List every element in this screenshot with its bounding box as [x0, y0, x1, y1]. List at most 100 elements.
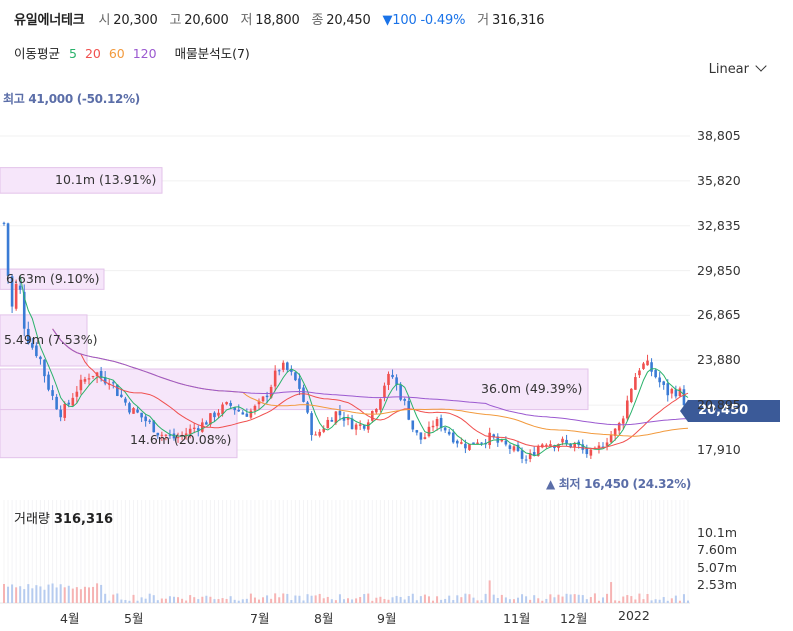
- volume-bar: [185, 600, 188, 603]
- volume-bar: [31, 588, 34, 603]
- volume-bar: [310, 595, 313, 603]
- volume-bar: [314, 595, 317, 603]
- candle-body: [253, 405, 257, 411]
- candle-body: [164, 434, 168, 436]
- x-tick-label: 8월: [314, 611, 334, 626]
- candle-body: [528, 452, 532, 460]
- volume-bar: [484, 593, 487, 603]
- y-tick-label: 29,850: [697, 262, 741, 278]
- candle-body: [245, 413, 249, 417]
- volume-bar: [553, 597, 556, 603]
- volume-bar: [407, 596, 410, 603]
- candle-body: [265, 395, 269, 398]
- candle-body: [646, 360, 649, 366]
- y-tick-label: 38,805: [697, 128, 741, 143]
- x-tick-label: 4월: [60, 611, 80, 626]
- candle-body: [362, 425, 366, 429]
- volume-bar: [177, 597, 180, 603]
- volume-bar: [249, 593, 252, 603]
- volume-bar: [646, 593, 649, 603]
- candle-body: [456, 440, 459, 444]
- volume-bar: [557, 594, 560, 603]
- volume-bar: [508, 599, 511, 603]
- volume-bar: [217, 599, 220, 603]
- candle-body: [298, 378, 301, 389]
- volume-bar: [181, 598, 184, 603]
- ma-120: 120: [132, 46, 157, 61]
- candle-body: [500, 439, 504, 442]
- volume-bar: [172, 596, 175, 603]
- volume-bar: [160, 598, 163, 603]
- volume-bar: [634, 599, 637, 603]
- ma-5: 5: [69, 46, 77, 61]
- candle-body: [249, 410, 253, 418]
- volume-bar: [488, 580, 491, 603]
- candle-body: [460, 442, 463, 444]
- candle-body: [83, 379, 87, 382]
- scale-dropdown[interactable]: Linear: [709, 60, 767, 77]
- volume-bar: [213, 599, 216, 603]
- y-tick-label: 32,835: [697, 217, 741, 233]
- volume-bar: [525, 596, 528, 603]
- volume-bar: [391, 597, 394, 603]
- moving-average-legend[interactable]: 이동평균 5 20 60 120 매물분석도(7): [14, 43, 255, 62]
- volume-bar: [630, 596, 633, 603]
- volume-bar: [326, 596, 329, 603]
- volume-bar: [245, 598, 248, 603]
- volume-bar: [282, 593, 285, 603]
- candle-body: [658, 377, 661, 383]
- volume-bar: [302, 600, 305, 603]
- candle-body: [472, 442, 475, 445]
- candle-body: [277, 370, 281, 372]
- volume-bar: [529, 599, 532, 603]
- candle-body: [306, 402, 309, 413]
- close-label: 종: [311, 13, 324, 28]
- volume-bar: [71, 588, 74, 603]
- volume-bar: [440, 599, 443, 603]
- volume-bar: [112, 594, 115, 603]
- volume-bar: [387, 599, 390, 603]
- volume-bar: [614, 600, 617, 603]
- candle-body: [338, 410, 342, 416]
- candle-body: [464, 443, 467, 449]
- candle-body: [205, 422, 208, 425]
- x-tick-label: 2022: [618, 608, 650, 623]
- candle-body: [435, 419, 439, 427]
- volume-bar: [63, 587, 66, 603]
- volume-bar: [476, 600, 479, 603]
- candle-body: [439, 417, 443, 428]
- candle-body: [512, 446, 516, 451]
- volume-bar: [294, 595, 297, 603]
- volume-bar: [124, 599, 127, 603]
- volume-bar: [602, 597, 605, 603]
- change-value: ▼100 -0.49%: [382, 13, 466, 28]
- candle-body: [642, 363, 645, 369]
- volume-bar: [444, 598, 447, 603]
- volume-bar: [496, 598, 499, 603]
- high-value: 20,600: [184, 13, 229, 28]
- candle-body: [411, 420, 415, 430]
- candle-body: [451, 432, 455, 443]
- candle-body: [140, 412, 143, 418]
- volume-bar: [15, 587, 18, 603]
- volume-profile-label: 5.49m (7.53%): [4, 332, 98, 348]
- candle-body: [621, 418, 625, 424]
- volume-bar: [569, 594, 572, 603]
- volume-bar: [75, 587, 78, 603]
- candle-body: [375, 409, 378, 413]
- candle-body: [447, 431, 451, 435]
- candle-body: [379, 399, 382, 410]
- volume-bar: [334, 600, 337, 603]
- candle-body: [524, 459, 528, 461]
- volume-bar: [342, 599, 345, 603]
- x-tick-label: 11월: [503, 611, 531, 626]
- volume-bar: [411, 593, 414, 603]
- volume-bar: [347, 598, 350, 603]
- candle-body: [516, 444, 520, 451]
- volume-bar: [427, 596, 430, 603]
- volume-bar: [318, 593, 321, 603]
- volume-bar: [168, 596, 171, 603]
- volume-bar: [19, 586, 22, 603]
- volume-bar: [597, 600, 600, 603]
